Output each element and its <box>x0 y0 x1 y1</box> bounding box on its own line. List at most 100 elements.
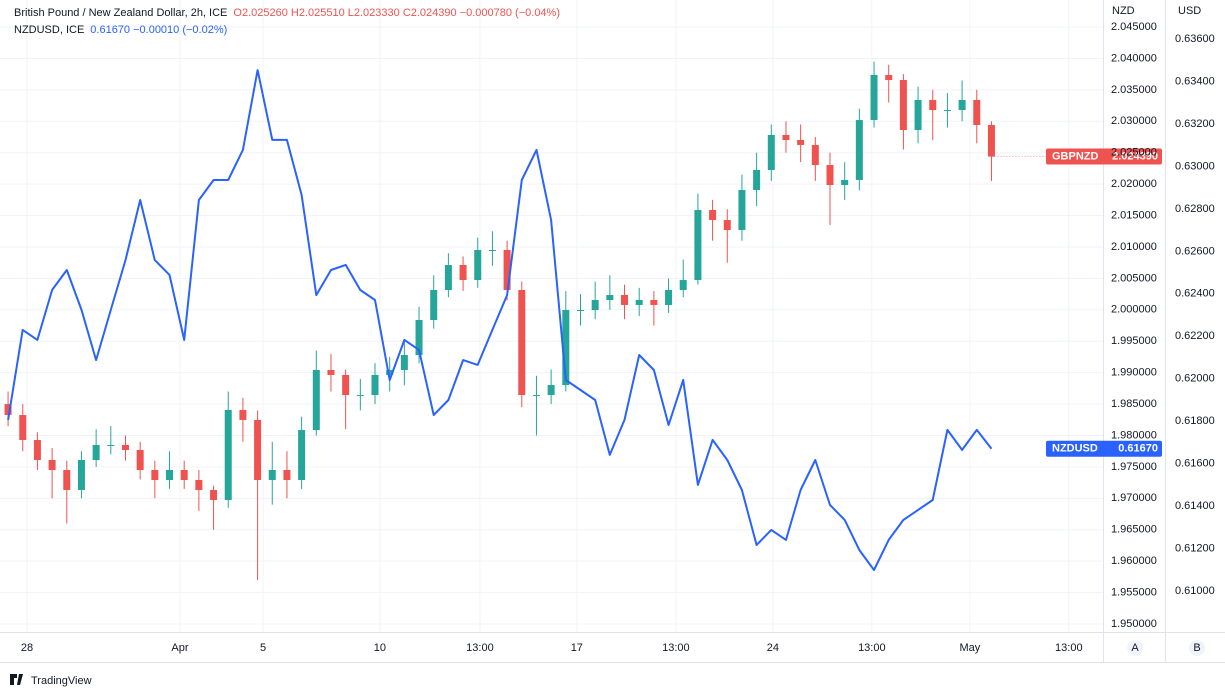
y-tick-label: 1.975000 <box>1111 461 1157 473</box>
candle-body <box>430 290 438 320</box>
candle-body <box>576 309 584 311</box>
y-tick-label: 1.955000 <box>1111 587 1157 599</box>
candle-body <box>195 479 203 490</box>
candle-body <box>19 415 27 441</box>
price-tags: GBPNZD 2.024390 NZDUSD 0.61670 <box>1046 148 1162 457</box>
candle-body <box>870 74 878 121</box>
candle-body <box>841 179 849 186</box>
price-tag <box>1046 440 1162 457</box>
candle-body <box>503 249 511 291</box>
x-tick-label: 17 <box>571 642 583 654</box>
candle-body <box>929 99 937 111</box>
candle-body <box>166 469 174 480</box>
candle-body <box>107 444 115 446</box>
candle-body <box>767 134 775 170</box>
scale-button-label[interactable]: B <box>1193 642 1200 654</box>
candle-body <box>547 385 555 396</box>
price-tag-name: NZDUSD <box>1052 443 1098 455</box>
candle-body <box>136 450 144 470</box>
candle-body <box>239 409 247 420</box>
y-tick-label: 2.025000 <box>1111 147 1157 159</box>
line <box>7 69 993 571</box>
candle-body <box>444 265 452 291</box>
candle-body <box>826 165 834 186</box>
y-tick-label: 1.980000 <box>1111 429 1157 441</box>
y2-tick-label: 0.61400 <box>1175 500 1215 512</box>
y-tick-label: 2.000000 <box>1111 304 1157 316</box>
x-tick-label: Apr <box>171 642 188 654</box>
marks <box>4 61 1103 581</box>
y-tick-label: 2.030000 <box>1111 115 1157 127</box>
y-tick-label: 1.960000 <box>1111 555 1157 567</box>
price-tag-value: 2.024390 <box>1112 150 1158 162</box>
y-tick-label: 2.040000 <box>1111 52 1157 64</box>
y-tick-label: 2.015000 <box>1111 209 1157 221</box>
y2-tick-label: 0.62400 <box>1175 288 1215 300</box>
candle-body <box>92 444 100 461</box>
candle-body <box>283 469 291 480</box>
scale-button-label[interactable]: A <box>1131 642 1139 654</box>
y-tick-label: 1.990000 <box>1111 367 1157 379</box>
legend-line: NZDUSD, ICE 0.61670 −0.00010 (−0.02%) <box>14 24 227 36</box>
title: British Pound / New Zealand Dollar, 2h, … <box>14 7 227 19</box>
candle-body <box>562 309 570 386</box>
candle-body <box>151 469 159 480</box>
logo-icon <box>10 674 23 685</box>
candle-body <box>459 265 467 281</box>
scale-button[interactable] <box>1127 640 1143 656</box>
candle-body <box>973 99 981 125</box>
candle-body <box>987 124 995 157</box>
y-tick-label: 1.995000 <box>1111 335 1157 347</box>
candle-body <box>48 460 56 470</box>
candle-body <box>958 99 966 111</box>
y2-tick-label: 0.63600 <box>1175 33 1215 45</box>
x-tick-label: 24 <box>767 642 779 654</box>
candle-body <box>679 280 687 291</box>
candle-body <box>591 300 599 310</box>
y-tick-label: 2.005000 <box>1111 272 1157 284</box>
candle-body <box>782 134 790 141</box>
y2-tick-label: 0.63400 <box>1175 75 1215 87</box>
x-tick-label: 13:00 <box>1055 642 1083 654</box>
candle-body <box>518 290 526 396</box>
candle-body <box>723 220 731 231</box>
candle-body <box>488 249 496 251</box>
candle-body <box>415 319 423 355</box>
candle-body <box>914 99 922 131</box>
scale-button[interactable] <box>1189 640 1205 656</box>
y-tick-label: 1.950000 <box>1111 618 1157 630</box>
candle-body <box>254 419 262 480</box>
candle-body <box>298 430 306 480</box>
y-axis-name: NZD <box>1112 5 1135 17</box>
price-tag-name: GBPNZD <box>1052 150 1099 162</box>
candle-body <box>356 395 364 397</box>
candle-body <box>33 440 41 461</box>
y-tick-label: 2.035000 <box>1111 84 1157 96</box>
candle-body <box>811 144 819 166</box>
y2-tick-label: 0.63200 <box>1175 118 1215 130</box>
candle-body <box>180 469 188 480</box>
y2-tick-label: 0.62000 <box>1175 373 1215 385</box>
candle-body <box>943 110 951 112</box>
footer: TradingView <box>31 675 92 687</box>
y2-tick-label: 0.61800 <box>1175 415 1215 427</box>
y-tick-label: 1.965000 <box>1111 524 1157 536</box>
candle-body <box>386 370 394 375</box>
candle-body <box>474 249 482 281</box>
candle-body <box>885 74 893 80</box>
y2-tick-label: 0.62600 <box>1175 245 1215 257</box>
candle-body <box>797 140 805 145</box>
candle-body <box>532 395 540 397</box>
y-tick-label: 2.020000 <box>1111 178 1157 190</box>
candle-body <box>694 210 702 281</box>
ohlc: O2.025260 H2.025510 L2.023330 C2.024390 … <box>233 7 560 19</box>
candle-body <box>77 460 85 490</box>
candle-body <box>210 489 218 500</box>
candle-body <box>121 444 129 451</box>
y-tick-label: 1.970000 <box>1111 492 1157 504</box>
candle-body <box>855 120 863 180</box>
x-tick-label: 13:00 <box>858 642 886 654</box>
legend-values: 0.61670 −0.00010 (−0.02%) <box>90 24 227 36</box>
y2-tick-label: 0.62800 <box>1175 203 1215 215</box>
